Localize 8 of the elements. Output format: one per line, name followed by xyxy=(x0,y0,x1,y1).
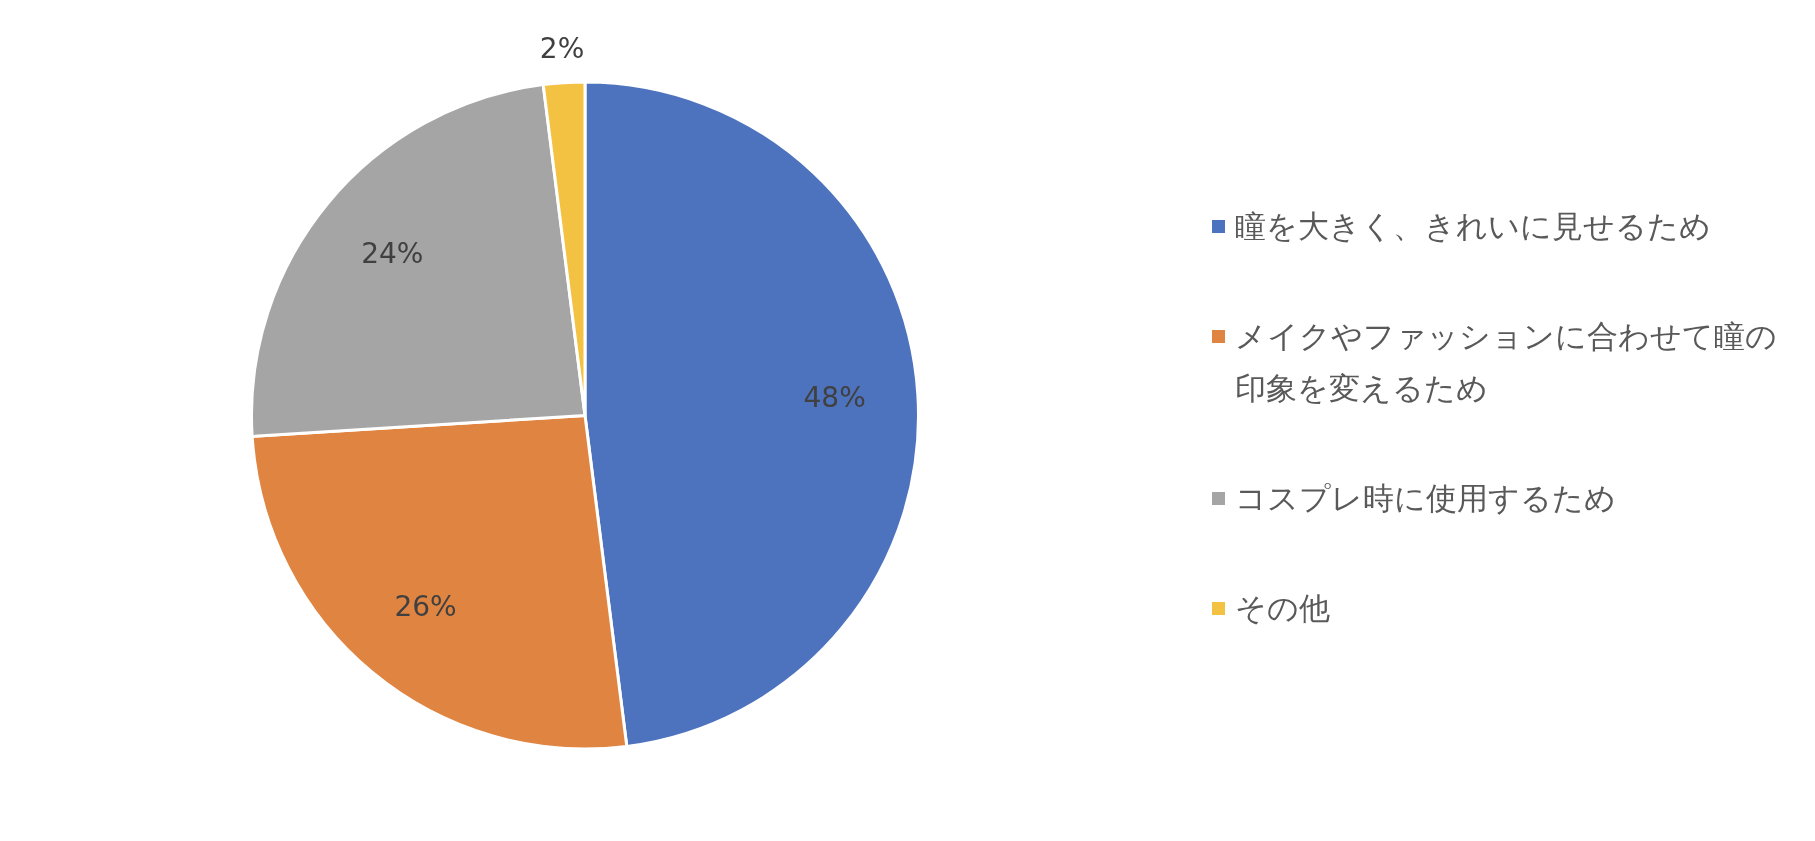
data-label: 26% xyxy=(394,589,457,623)
legend-label: 瞳を大きく、きれいに見せるため xyxy=(1235,207,1711,246)
data-label: 48% xyxy=(803,381,866,415)
data-label: 2% xyxy=(539,32,585,65)
legend-label: コスプレ時に使用するため xyxy=(1235,479,1616,518)
legend-label: メイクやファッションに合わせて瞳の印象を変えるため xyxy=(1235,317,1778,408)
data-label: 24% xyxy=(361,237,424,271)
legend-label: その他 xyxy=(1235,589,1330,628)
